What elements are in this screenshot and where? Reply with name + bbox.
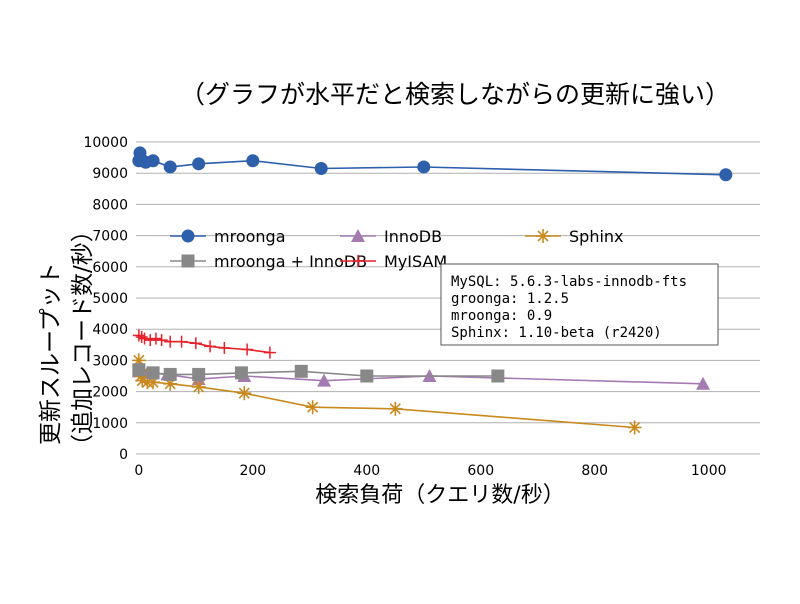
version-annotation: MySQL: 5.6.3-labs-innodb-fts groonga: 1.… <box>440 263 719 346</box>
data-point-myisam <box>149 332 162 345</box>
data-point-sphinx <box>627 420 642 435</box>
plot-area <box>131 146 733 435</box>
series-line-sphinx <box>138 360 635 429</box>
x-tick-label: 800 <box>581 463 608 479</box>
data-point-mroonga-innodb <box>163 367 177 381</box>
data-point-mroonga-innodb <box>234 366 248 380</box>
data-point-myisam <box>204 340 217 353</box>
axes: 0100020003000400050006000700080009000100… <box>83 135 726 479</box>
legend-marker-mroonga <box>181 229 195 243</box>
legend-label-innodb: InnoDB <box>384 227 442 246</box>
annotation-line-groonga: groonga: 1.2.5 <box>451 291 569 307</box>
annotation-line-mroonga: mroonga: 0.9 <box>451 308 552 324</box>
data-point-sphinx <box>388 401 403 416</box>
legend-item-mroonga-innodb: mroonga + InnoDB <box>170 252 367 271</box>
legend-marker-mroonga-innodb <box>181 254 195 268</box>
legend-item-sphinx: Sphinx <box>525 227 624 246</box>
data-point-mroonga-innodb <box>192 367 206 381</box>
data-point-myisam <box>155 334 168 347</box>
annotation-line-sphinx: Sphinx: 1.10-beta (r2420) <box>451 325 662 341</box>
x-tick-label: 200 <box>239 463 266 479</box>
y-tick-label: 2000 <box>92 385 128 401</box>
data-point-mroonga-innodb <box>294 364 308 378</box>
data-point-myisam <box>263 346 276 359</box>
data-point-mroonga-innodb <box>146 366 160 380</box>
y-tick-label: 6000 <box>92 260 128 276</box>
data-point-mroonga-innodb <box>360 369 374 383</box>
y-tick-label: 1000 <box>92 416 128 432</box>
data-point-mroonga <box>417 160 431 174</box>
y-tick-label: 3000 <box>92 353 128 369</box>
y-tick-label: 4000 <box>92 322 128 338</box>
x-axis-label: 検索負荷（クエリ数/秒） <box>315 483 564 508</box>
data-point-mroonga-innodb <box>491 369 505 383</box>
series-myisam <box>132 329 276 359</box>
legend-item-myisam: MyISAM <box>340 252 447 271</box>
data-point-myisam <box>175 335 188 348</box>
data-point-myisam <box>164 335 177 348</box>
y-tick-label: 9000 <box>92 166 128 182</box>
legend-item-mroonga: mroonga <box>170 227 286 246</box>
series-innodb <box>131 364 711 390</box>
data-point-sphinx <box>237 386 252 401</box>
series-line-mroonga <box>138 152 726 176</box>
legend-marker-myisam <box>352 255 364 267</box>
annotation-box <box>440 263 719 346</box>
data-point-mroonga <box>146 154 160 168</box>
legend-marker-innodb <box>351 229 365 242</box>
data-point-myisam <box>144 334 157 347</box>
x-tick-label: 600 <box>467 463 494 479</box>
y-axis-label-line2: （追加レコード数/秒） <box>70 219 96 457</box>
data-point-mroonga <box>192 157 206 171</box>
data-point-mroonga-innodb <box>132 363 146 377</box>
legend-marker-sphinx <box>536 229 550 243</box>
y-axis-label-line1: 更新スループット <box>38 262 64 445</box>
data-point-mroonga <box>314 162 328 176</box>
x-tick-label: 400 <box>353 463 380 479</box>
legend-label-sphinx: Sphinx <box>569 227 624 246</box>
y-tick-label: 10000 <box>83 135 128 151</box>
data-point-myisam <box>132 329 145 342</box>
data-point-sphinx <box>305 400 320 415</box>
y-tick-label: 5000 <box>92 291 128 307</box>
y-tick-label: 8000 <box>92 197 128 213</box>
legend: mroonga InnoDB Sphinx mroonga + InnoDB MyISA… <box>170 227 624 271</box>
legend-label-mroonga: mroonga <box>214 227 286 246</box>
data-point-mroonga <box>163 160 177 174</box>
series-mroonga-innodb <box>132 363 505 383</box>
y-tick-label: 7000 <box>92 229 128 245</box>
data-point-sphinx <box>191 379 206 394</box>
data-point-myisam <box>241 343 254 356</box>
legend-item-innodb: InnoDB <box>340 227 442 246</box>
data-point-mroonga <box>719 168 733 182</box>
data-point-myisam <box>135 331 148 343</box>
data-point-myisam <box>189 337 202 350</box>
chart-title: （グラフが水平だと検索しながらの更新に強い） <box>180 80 730 109</box>
legend-label-myisam: MyISAM <box>384 252 447 271</box>
legend-label-mroonga-innodb: mroonga + InnoDB <box>214 252 367 271</box>
data-point-innodb <box>696 376 711 390</box>
data-point-myisam <box>138 332 151 345</box>
y-tick-label: 0 <box>119 447 128 463</box>
data-point-myisam <box>218 341 231 354</box>
data-point-innodb <box>317 373 332 387</box>
y-axis-label-group: 更新スループット （追加レコード数/秒） <box>38 219 96 457</box>
data-point-mroonga <box>246 154 260 168</box>
annotation-line-mysql: MySQL: 5.6.3-labs-innodb-fts <box>451 274 687 290</box>
x-tick-label: 1000 <box>691 463 727 479</box>
x-tick-label: 0 <box>134 463 143 479</box>
series-mroonga <box>132 146 733 182</box>
